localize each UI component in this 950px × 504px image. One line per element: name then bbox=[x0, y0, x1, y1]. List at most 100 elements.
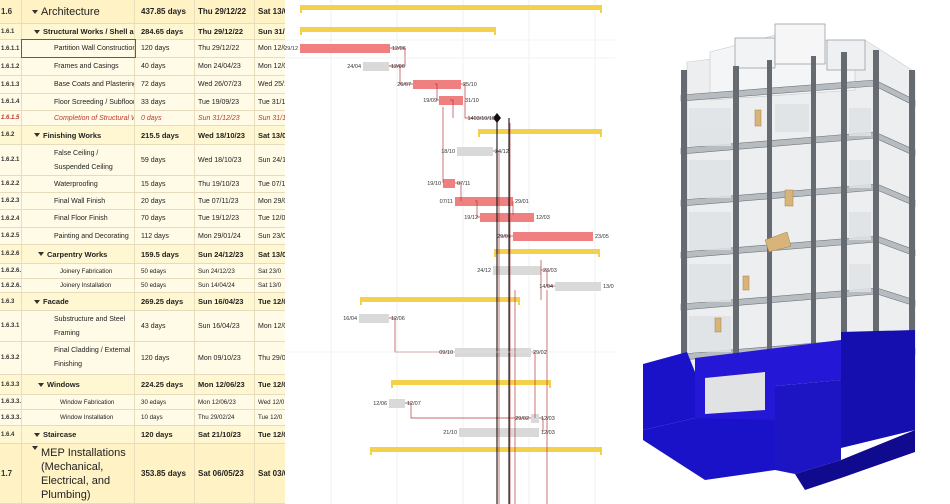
bar-date-label[interactable]: 14/04 bbox=[539, 284, 553, 290]
bar-date-label[interactable]: 23/05 bbox=[595, 234, 609, 240]
task-bar[interactable] bbox=[457, 147, 493, 156]
bar-date-label[interactable]: 12/07 bbox=[407, 401, 421, 407]
summary-bar[interactable] bbox=[494, 249, 600, 254]
task-row[interactable]: 1.6.1.1 Partition Wall Construction 120 da… bbox=[0, 39, 285, 58]
summary-bar-end[interactable] bbox=[360, 297, 362, 305]
task-row[interactable]: 1.6.2 Finishing Works 215.5 days Wed 18/10/… bbox=[0, 126, 285, 145]
task-row[interactable]: 1.6.2.4 Final Floor Finish 70 days Tue 19/1… bbox=[0, 210, 285, 228]
task-row[interactable]: 1.6 Architecture 437.85 days Thu 29/12/22 Sa… bbox=[0, 0, 285, 24]
summary-bar-end[interactable] bbox=[600, 129, 602, 137]
task-row[interactable]: 1.6.2.6.2 Joinery Installation 50 edays Sun… bbox=[0, 279, 285, 293]
task-bar[interactable] bbox=[455, 197, 513, 206]
bar-date-label[interactable]: 18/10 bbox=[441, 149, 455, 155]
summary-bar-end[interactable] bbox=[494, 249, 496, 257]
building-model-view[interactable] bbox=[615, 0, 950, 504]
bar-date-label[interactable]: 16/04 bbox=[343, 316, 357, 322]
summary-bar[interactable] bbox=[478, 129, 602, 134]
task-row[interactable]: 1.7 MEP Installations (Mechanical, Electr… bbox=[0, 444, 285, 504]
task-bar[interactable] bbox=[363, 62, 389, 71]
task-row[interactable]: 1.6.3.3.2 Window Installation 10 days Thu 2… bbox=[0, 410, 285, 426]
task-row[interactable]: 1.6.2.5 Painting and Decorating 112 days Mo… bbox=[0, 228, 285, 245]
collapse-triangle-icon[interactable] bbox=[34, 432, 40, 437]
collapse-triangle-icon[interactable] bbox=[38, 382, 44, 387]
collapse-triangle-icon[interactable] bbox=[32, 446, 38, 450]
task-bar[interactable] bbox=[439, 96, 463, 105]
collapse-triangle-icon[interactable] bbox=[32, 9, 38, 14]
task-bar[interactable] bbox=[531, 414, 539, 423]
bar-date-label[interactable]: 25/10 bbox=[463, 82, 477, 88]
task-row[interactable]: 1.6.1.4 Floor Screeding / Subflooring 33 d… bbox=[0, 94, 285, 111]
bar-date-label[interactable]: 29/01 bbox=[497, 234, 511, 240]
task-bar[interactable] bbox=[480, 213, 534, 222]
bar-date-label[interactable]: 29/02 bbox=[515, 416, 529, 422]
task-bar[interactable] bbox=[389, 399, 405, 408]
summary-bar-end[interactable] bbox=[478, 129, 480, 137]
task-row[interactable]: 1.6.1.5 Completion of Structural Works 0 d… bbox=[0, 111, 285, 126]
bar-date-label[interactable]: 12/03 bbox=[541, 416, 555, 422]
task-row[interactable]: 1.6.2.6 Carpentry Works 159.5 days Sun 24/1… bbox=[0, 245, 285, 264]
bar-date-label[interactable]: 29/01 bbox=[515, 199, 529, 205]
summary-bar-end[interactable] bbox=[518, 297, 520, 305]
collapse-triangle-icon[interactable] bbox=[38, 252, 44, 256]
collapse-triangle-icon[interactable] bbox=[34, 299, 40, 304]
task-row[interactable]: 1.6.1.3 Base Coats and Plastering 72 days W… bbox=[0, 76, 285, 94]
summary-bar-end[interactable] bbox=[598, 249, 600, 257]
summary-bar[interactable] bbox=[391, 380, 551, 385]
task-bar[interactable] bbox=[455, 348, 531, 357]
bar-date-label[interactable]: 07/11 bbox=[440, 199, 453, 205]
collapse-triangle-icon[interactable] bbox=[34, 29, 40, 34]
bar-date-label[interactable]: 12/06 bbox=[392, 46, 406, 52]
bar-date-label[interactable]: 19/10 bbox=[427, 181, 441, 187]
bar-date-label[interactable]: 29/02 bbox=[533, 350, 547, 356]
collapse-triangle-icon[interactable] bbox=[34, 133, 40, 137]
bar-date-label[interactable]: 24/04 bbox=[347, 64, 361, 70]
bar-date-label[interactable]: 23/03 bbox=[543, 268, 557, 274]
bar-date-label[interactable]: 12/06 bbox=[391, 316, 405, 322]
bar-date-label[interactable]: 12/06 bbox=[373, 401, 387, 407]
summary-bar[interactable] bbox=[300, 27, 496, 32]
bar-date-label[interactable]: 26/07 bbox=[397, 82, 411, 88]
summary-bar-end[interactable] bbox=[300, 5, 302, 13]
summary-bar-end[interactable] bbox=[370, 447, 372, 455]
bar-date-label[interactable]: 1403/10/10 bbox=[467, 116, 495, 122]
task-bar[interactable] bbox=[513, 232, 593, 241]
task-bar[interactable] bbox=[493, 266, 541, 275]
task-row[interactable]: 1.6.4 Staircase 120 days Sat 21/10/23 Tue 12… bbox=[0, 426, 285, 444]
summary-bar-end[interactable] bbox=[600, 5, 602, 13]
bar-date-label[interactable]: 24/12 bbox=[477, 268, 491, 274]
task-row[interactable]: 1.6.3 Facade 269.25 days Sun 16/04/23 Tue 12… bbox=[0, 293, 285, 311]
task-bar[interactable] bbox=[300, 44, 390, 53]
summary-bar[interactable] bbox=[360, 297, 520, 302]
summary-bar-end[interactable] bbox=[549, 380, 551, 388]
task-bar[interactable] bbox=[359, 314, 389, 323]
task-row[interactable]: 1.6.3.2 Final Cladding / External Finishi… bbox=[0, 342, 285, 375]
task-bar[interactable] bbox=[555, 282, 601, 291]
task-row[interactable]: 1.6.2.3 Final Wall Finish 20 days Tue 07/11… bbox=[0, 193, 285, 210]
bar-date-label[interactable]: 07/11 bbox=[457, 181, 470, 187]
bar-date-label[interactable]: 21/10 bbox=[443, 430, 457, 436]
bar-date-label[interactable]: 12/03 bbox=[536, 215, 550, 221]
summary-bar-end[interactable] bbox=[600, 447, 602, 455]
task-row[interactable]: 1.6.3.3 Windows 224.25 days Mon 12/06/23 Tue… bbox=[0, 375, 285, 395]
task-row[interactable]: 1.6.1 Structural Works / Shell a 284.65 da… bbox=[0, 24, 285, 40]
bar-date-label[interactable]: 24/12 bbox=[495, 149, 509, 155]
bar-date-label[interactable]: 13/0 bbox=[603, 284, 614, 290]
summary-bar-end[interactable] bbox=[300, 27, 302, 35]
summary-bar-end[interactable] bbox=[391, 380, 393, 388]
task-row[interactable]: 1.6.3.3.1 Window Fabrication 30 edays Mon 1… bbox=[0, 395, 285, 410]
bar-date-label[interactable]: 31/10 bbox=[465, 98, 479, 104]
bar-date-label[interactable]: 12/03 bbox=[541, 430, 555, 436]
summary-bar[interactable] bbox=[370, 447, 602, 452]
summary-bar[interactable] bbox=[300, 5, 602, 10]
bar-date-label[interactable]: 29/12 bbox=[285, 46, 298, 52]
summary-bar-end[interactable] bbox=[494, 27, 496, 35]
bar-date-label[interactable]: 09/10 bbox=[439, 350, 453, 356]
task-bar[interactable] bbox=[443, 179, 455, 188]
bar-date-label[interactable]: 19/09 bbox=[423, 98, 437, 104]
task-row[interactable]: 1.6.3.1 Substructure and Steel Framing 43 … bbox=[0, 311, 285, 342]
task-row[interactable]: 1.6.1.2 Frames and Casings 40 days Mon 24/0… bbox=[0, 58, 285, 76]
task-row[interactable]: 1.6.2.1 False Ceiling / Suspended Ceiling… bbox=[0, 145, 285, 176]
task-row[interactable]: 1.6.2.2 Waterproofing 15 days Thu 19/10/23 T… bbox=[0, 176, 285, 193]
bar-date-label[interactable]: 19/12 bbox=[464, 215, 478, 221]
bar-date-label[interactable]: 12/06 bbox=[391, 64, 405, 70]
